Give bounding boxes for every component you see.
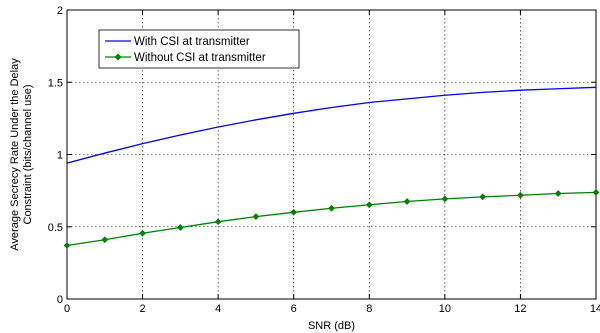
x-tick-label: 8 (366, 303, 372, 315)
data-point (290, 208, 298, 216)
legend: With CSI at transmitter Without CSI at t… (98, 29, 300, 69)
x-tick-label: 4 (215, 303, 221, 315)
data-point (214, 218, 222, 226)
x-axis-label: SNR (dB) (308, 320, 355, 332)
x-tick-label: 0 (64, 303, 70, 315)
data-point (252, 213, 260, 221)
data-point (365, 201, 373, 209)
legend-marker-without-csi (114, 53, 122, 61)
x-tick-label: 14 (590, 303, 600, 315)
series-line-0 (66, 86, 597, 164)
y-tick-label: 2 (57, 5, 63, 17)
legend-label-with-csi: With CSI at transmitter (134, 36, 250, 48)
data-point (592, 188, 600, 196)
data-point (176, 224, 184, 231)
y-tick-label: 1.5 (48, 77, 63, 89)
legend-label-without-csi: Without CSI at transmitter (134, 52, 266, 64)
y-tick-label: 0 (57, 294, 63, 306)
series-line-1 (66, 191, 597, 247)
data-point (403, 198, 411, 205)
legend-box (98, 29, 300, 69)
data-point (517, 191, 524, 199)
data-point (441, 195, 449, 203)
series-layer (63, 86, 600, 249)
y-axis-label-line-2: Constraint (bits/channel use) (22, 84, 34, 224)
x-tick-label: 6 (291, 303, 297, 315)
y-tick-label: 0.5 (48, 222, 63, 234)
data-point (554, 190, 562, 197)
data-point (101, 236, 109, 244)
y-tick-label: 1 (57, 150, 63, 162)
axis-ticks: 0 2 4 6 8 10 12 14 0 0.5 1 1.5 2 (48, 5, 600, 315)
x-tick-label: 10 (439, 303, 451, 315)
data-point (479, 193, 487, 201)
data-point (328, 204, 335, 212)
y-axis-label: Average Secrecy Rate Under the Delay Con… (9, 58, 34, 251)
data-point (139, 229, 146, 237)
x-tick-label: 2 (140, 303, 146, 315)
x-tick-label: 12 (514, 303, 526, 315)
data-point (63, 242, 71, 249)
y-axis-label-line-1: Average Secrecy Rate Under the Delay (9, 58, 21, 251)
